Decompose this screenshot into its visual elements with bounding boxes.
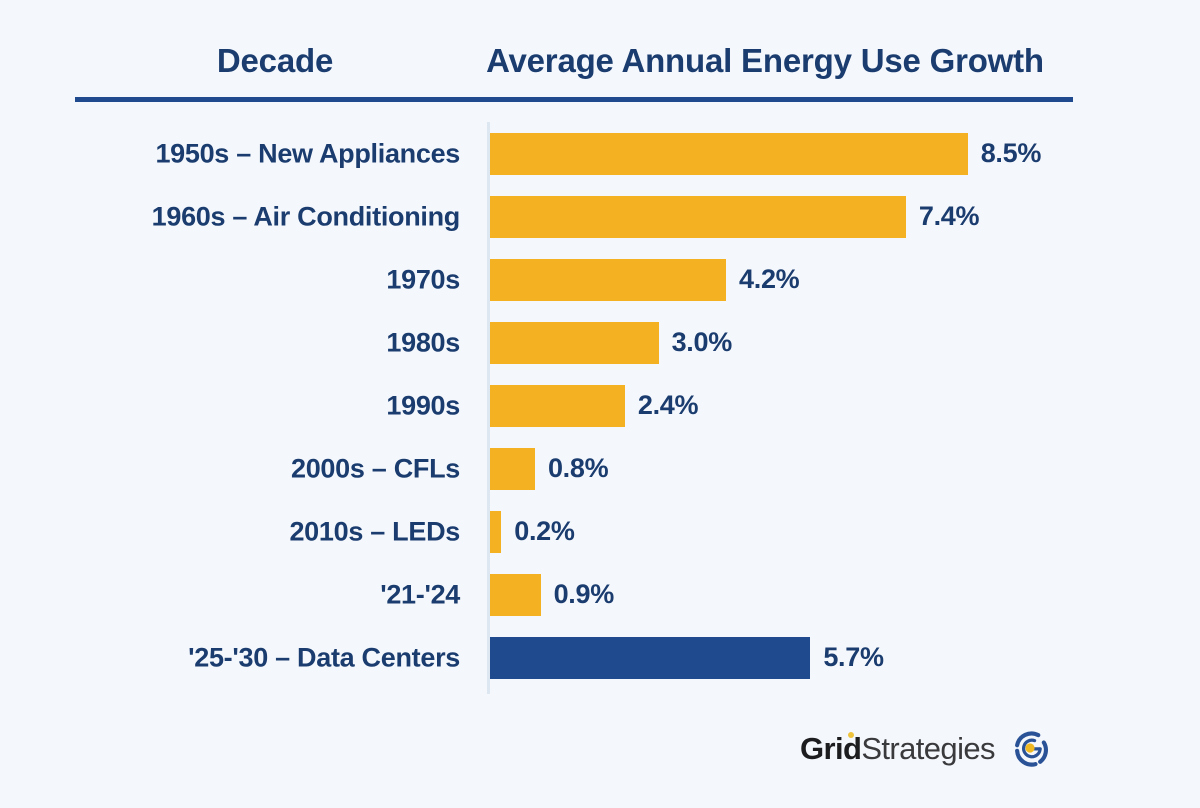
logo-center-dot-icon (1025, 743, 1035, 753)
bar-row: 2010s – LEDs 0.2% (0, 500, 1200, 563)
bar (490, 636, 811, 679)
bar-and-value: 3.0% (490, 321, 733, 364)
bar-row-label: 2000s – CFLs (291, 453, 460, 483)
bar-and-value: 8.5% (490, 132, 1042, 175)
bar-chart: 1950s – New Appliances 8.5% 1960s – Air Co… (0, 122, 1200, 694)
bar-row: 2000s – CFLs 0.8% (0, 437, 1200, 500)
logo-wordmark: GridStrategies (800, 730, 996, 766)
bar-row: 1950s – New Appliances 8.5% (0, 122, 1200, 185)
bar-row-label: 1970s (386, 264, 460, 294)
bar-row: '21-'24 0.9% (0, 563, 1200, 626)
bar-value-label: 2.4% (637, 390, 699, 420)
bar-and-value: 4.2% (490, 258, 800, 301)
bar-and-value: 0.8% (490, 447, 609, 490)
bar (490, 384, 625, 427)
header-divider-rule (75, 97, 1073, 102)
bar-row: 1980s 3.0% (0, 311, 1200, 374)
bar-row-label: 2010s – LEDs (289, 516, 460, 546)
bar-value-label: 5.7% (823, 642, 884, 672)
bar-and-value: 7.4% (490, 195, 980, 238)
bar-row-label: '21-'24 (380, 579, 460, 609)
bar-and-value: 0.9% (490, 573, 615, 616)
bar (490, 573, 541, 616)
bar-value-label: 3.0% (671, 327, 733, 357)
bar (490, 321, 659, 364)
grid-strategies-logo: GridStrategies (800, 722, 1053, 774)
bar-value-label: 0.9% (553, 579, 615, 609)
grid-strategies-swirl-icon (1014, 731, 1048, 767)
bar-row: 1990s 2.4% (0, 374, 1200, 437)
bar-row-label: '25-'30 – Data Centers (188, 642, 460, 672)
bar-and-value: 2.4% (490, 384, 699, 427)
bar-row: '25-'30 – Data Centers 5.7% (0, 626, 1200, 689)
bar-and-value: 0.2% (490, 510, 575, 553)
bar (490, 195, 906, 238)
bar-value-label: 0.8% (547, 453, 609, 483)
bar-value-label: 4.2% (739, 264, 800, 294)
bar-row-label: 1950s – New Appliances (155, 138, 460, 168)
logo-word-grid: Grid (800, 730, 862, 766)
bar-row: 1970s 4.2% (0, 248, 1200, 311)
bar-row-label: 1990s (386, 390, 460, 420)
column-header-decade: Decade (216, 42, 334, 79)
bar-and-value: 5.7% (490, 636, 884, 679)
bar (490, 258, 727, 301)
column-header-metric: Average Annual Energy Use Growth (486, 42, 1044, 79)
bar (490, 447, 535, 490)
bar (490, 510, 502, 553)
logo-word-strategies: Strategies (861, 730, 995, 766)
value-axis-line (487, 122, 490, 694)
bar-value-label: 7.4% (918, 201, 980, 231)
bar-value-label: 0.2% (514, 516, 575, 546)
bar-row-label: 1980s (386, 327, 460, 357)
bar-value-label: 8.5% (980, 138, 1042, 168)
bar-row-label: 1960s – Air Conditioning (151, 201, 461, 231)
table-header: Decade Average Annual Energy Use Growth (0, 42, 1200, 98)
bar (490, 132, 968, 175)
logo-i-dot-icon (848, 731, 854, 738)
bar-row: 1960s – Air Conditioning 7.4% (0, 185, 1200, 248)
